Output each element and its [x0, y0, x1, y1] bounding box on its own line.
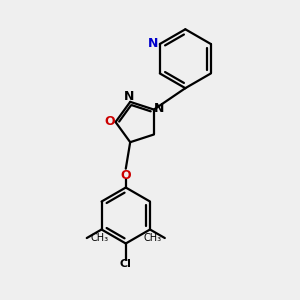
Text: CH₃: CH₃ — [143, 233, 161, 243]
Text: CH₃: CH₃ — [90, 233, 108, 243]
Text: N: N — [148, 37, 158, 50]
Text: N: N — [124, 90, 134, 103]
Text: O: O — [121, 169, 131, 182]
Text: N: N — [154, 102, 164, 115]
Text: O: O — [104, 115, 115, 128]
Text: Cl: Cl — [120, 259, 132, 269]
